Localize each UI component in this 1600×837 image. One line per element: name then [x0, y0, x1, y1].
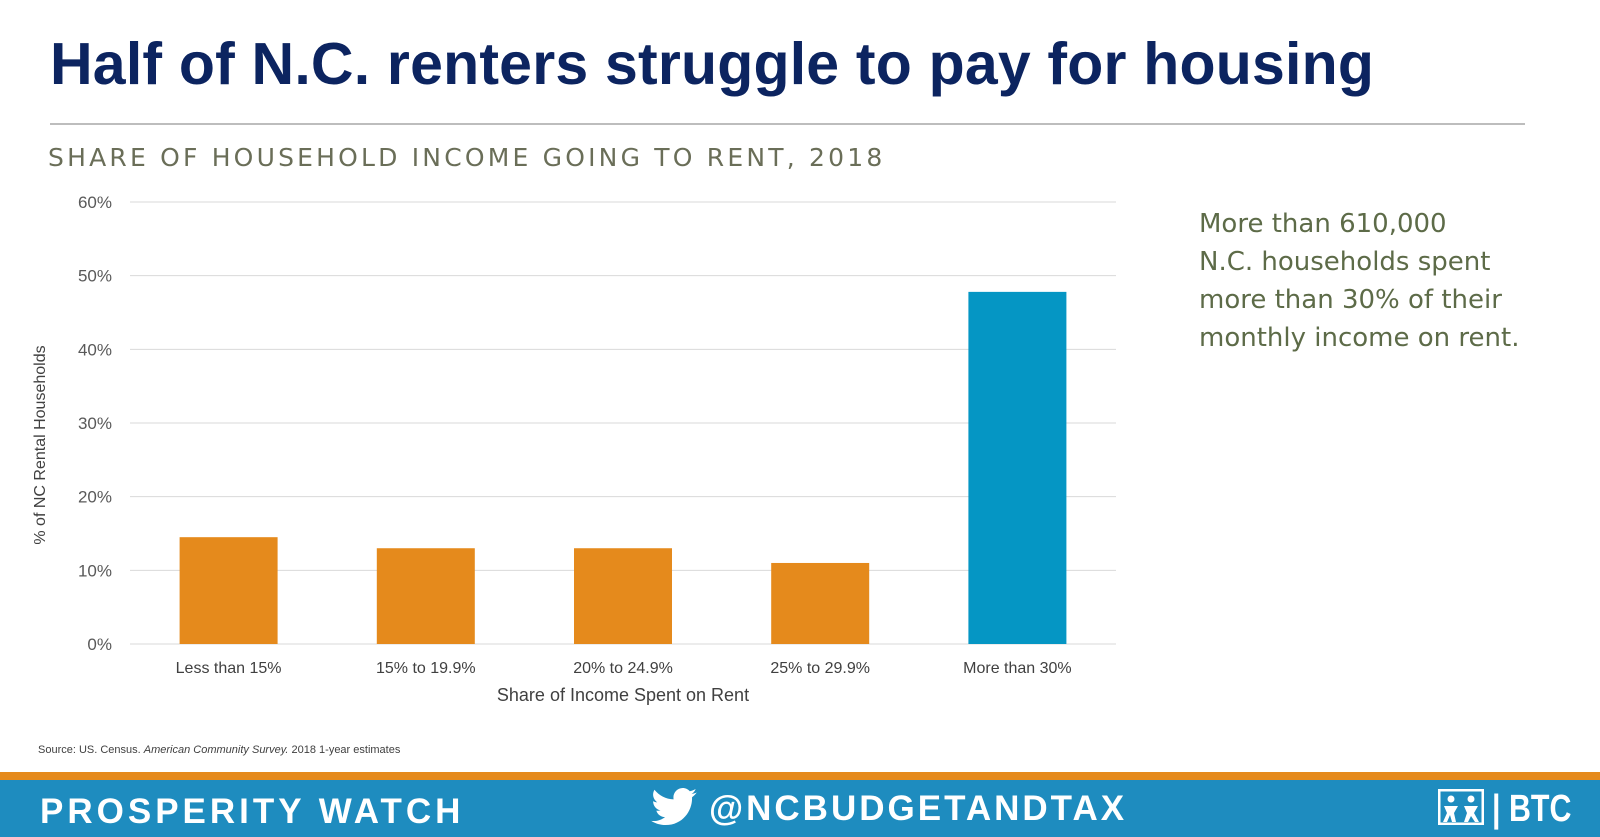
bar — [968, 291, 1067, 644]
twitter-handle: @NCBUDGETANDTAX — [709, 789, 1128, 828]
prosperity-watch-label: PROSPERITY WATCH — [40, 792, 465, 831]
x-category-label: 25% to 29.9% — [770, 660, 870, 677]
twitter-handle-link[interactable]: @NCBUDGETANDTAX — [651, 786, 1127, 832]
y-tick-label: 30% — [78, 414, 112, 433]
x-axis-categories: Less than 15% 15% to 19.9% 20% to 24.9% 25%… — [176, 660, 1072, 677]
btc-wordmark: | BTC — [1492, 787, 1572, 830]
x-category-label: 20% to 24.9% — [573, 660, 673, 677]
callout-line: N.C. households spent — [1199, 247, 1491, 277]
source-suffix: 2018 1-year estimates — [288, 744, 401, 756]
callout-text: More than 610,000 N.C. households spent … — [1199, 205, 1569, 357]
bars — [179, 291, 1067, 644]
source-prefix: Source: US. Census. — [38, 744, 144, 756]
title-divider — [50, 123, 1525, 125]
source-note: Source: US. Census. American Community S… — [38, 744, 400, 756]
y-axis-ticks: 0% 10% 20% 30% 40% 50% 60% — [78, 193, 112, 654]
btc-logo: | BTC — [1437, 786, 1591, 832]
bar — [376, 548, 475, 644]
x-category-label: Less than 15% — [176, 660, 282, 677]
callout-line: more than 30% of their — [1199, 285, 1502, 315]
bar — [771, 562, 870, 644]
chart-subtitle: SHARE OF HOUSEHOLD INCOME GOING TO RENT,… — [48, 143, 886, 172]
y-axis-title: % of NC Rental Households — [32, 345, 49, 544]
y-tick-label: 0% — [87, 635, 112, 654]
x-category-label: More than 30% — [963, 660, 1072, 677]
btc-figures-logo — [1437, 788, 1485, 830]
callout-line: monthly income on rent. — [1199, 323, 1520, 353]
bar — [574, 548, 672, 644]
chart-headline: Half of N.C. renters struggle to pay for… — [50, 31, 1375, 97]
footer-bar: PROSPERITY WATCH @NCBUDGETANDTAX | BTC — [0, 780, 1600, 837]
twitter-bird-icon — [651, 787, 697, 831]
x-axis-title: Share of Income Spent on Rent — [497, 685, 749, 705]
y-tick-label: 10% — [78, 561, 112, 580]
y-tick-label: 50% — [78, 267, 112, 286]
y-tick-label: 40% — [78, 340, 112, 359]
y-tick-label: 60% — [78, 193, 112, 212]
gridlines — [130, 201, 1116, 645]
y-tick-label: 20% — [78, 488, 112, 507]
bar-chart: 0% 10% 20% 30% 40% 50% 60% Less than 15% 15% to… — [32, 193, 1116, 705]
source-italic: American Community Survey. — [143, 744, 289, 756]
footer-stripe — [0, 772, 1600, 780]
bar — [179, 537, 278, 644]
callout-line: More than 610,000 — [1199, 209, 1447, 239]
x-category-label: 15% to 19.9% — [376, 660, 476, 677]
